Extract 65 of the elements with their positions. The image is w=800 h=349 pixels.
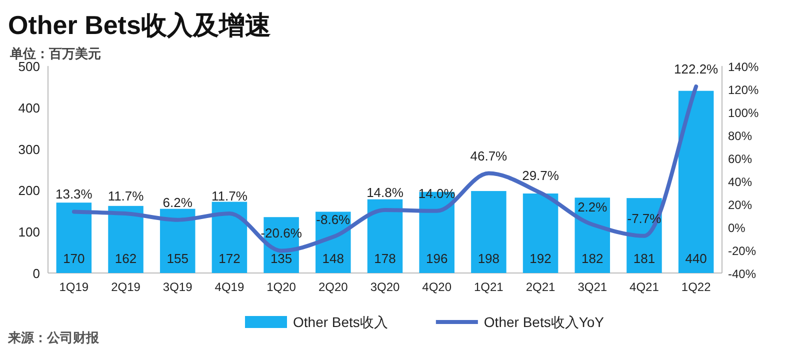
- x-tick-label: 2Q21: [526, 280, 556, 294]
- x-tick-label: 1Q22: [681, 280, 712, 294]
- data-label: 122.2%: [674, 61, 719, 76]
- chart-title: Other Bets收入及增速: [8, 10, 271, 40]
- x-tick-label: 1Q21: [474, 280, 504, 294]
- x-tick-label: 4Q21: [630, 280, 660, 294]
- data-label: 196: [426, 251, 448, 266]
- data-label: 29.7%: [522, 168, 560, 183]
- data-label: 14.8%: [366, 184, 404, 200]
- data-label: 135: [270, 251, 292, 266]
- x-tick-label: 2Q20: [318, 280, 348, 294]
- data-label: 46.7%: [470, 148, 508, 164]
- bar: [471, 191, 506, 273]
- data-label: 198: [478, 251, 500, 266]
- x-tick-label: 4Q19: [214, 280, 244, 294]
- y-tick-label: 300: [18, 142, 40, 157]
- y2-tick-label: 0%: [728, 221, 746, 235]
- data-label: 162: [114, 251, 137, 266]
- y2-tick-label: 100%: [728, 106, 760, 120]
- x-tick-label: 3Q21: [578, 280, 608, 294]
- y-tick-label: 100: [18, 224, 40, 240]
- data-label: 192: [530, 251, 552, 266]
- x-tick-label: 1Q20: [266, 280, 296, 294]
- y2-tick-label: -40%: [728, 267, 756, 281]
- bar: [367, 199, 403, 273]
- bar: [56, 202, 92, 273]
- data-label: 440: [685, 251, 707, 266]
- data-label: 170: [63, 251, 85, 266]
- x-tick-label: 3Q20: [370, 280, 400, 294]
- y2-tick-label: 40%: [728, 175, 752, 189]
- y-tick-label: 400: [18, 100, 40, 116]
- x-tick-label: 1Q19: [59, 280, 89, 294]
- y-tick-label: 200: [18, 183, 40, 198]
- data-label: 182: [582, 251, 604, 266]
- data-label: 11.7%: [108, 188, 144, 204]
- y2-tick-label: 60%: [728, 152, 752, 166]
- data-label: 178: [374, 251, 396, 266]
- y2-tick-label: 80%: [728, 129, 752, 143]
- x-tick-label: 4Q20: [422, 280, 452, 294]
- data-label: 172: [218, 251, 240, 266]
- y2-tick-label: 140%: [728, 60, 760, 74]
- y2-tick-label: -20%: [728, 244, 756, 258]
- bar: [212, 202, 248, 273]
- data-label: 6.2%: [162, 194, 193, 210]
- data-label: 181: [633, 251, 656, 266]
- bar: [108, 206, 144, 273]
- y-tick-label: 0: [32, 266, 40, 281]
- bar: [522, 194, 558, 273]
- x-tick-label: 2Q19: [111, 280, 141, 294]
- data-label: -7.7%: [627, 210, 662, 226]
- data-label: 2.2%: [578, 199, 608, 214]
- y2-tick-label: 120%: [728, 83, 760, 97]
- data-label: 155: [166, 251, 188, 266]
- y2-tick-label: 20%: [728, 198, 752, 212]
- y-tick-label: 500: [18, 59, 40, 74]
- legend-label: Other Bets收入: [293, 314, 388, 330]
- data-label: -8.6%: [316, 212, 351, 227]
- source-note: 来源：公司财报: [7, 330, 100, 345]
- data-label: 11.7%: [212, 188, 248, 204]
- legend-label: Other Bets收入YoY: [484, 314, 605, 330]
- x-tick-label: 3Q19: [162, 280, 193, 294]
- chart-subtitle: 单位：百万美元: [9, 46, 101, 61]
- bar: [678, 90, 714, 273]
- data-label: 148: [322, 251, 344, 266]
- data-label: 13.3%: [55, 186, 93, 202]
